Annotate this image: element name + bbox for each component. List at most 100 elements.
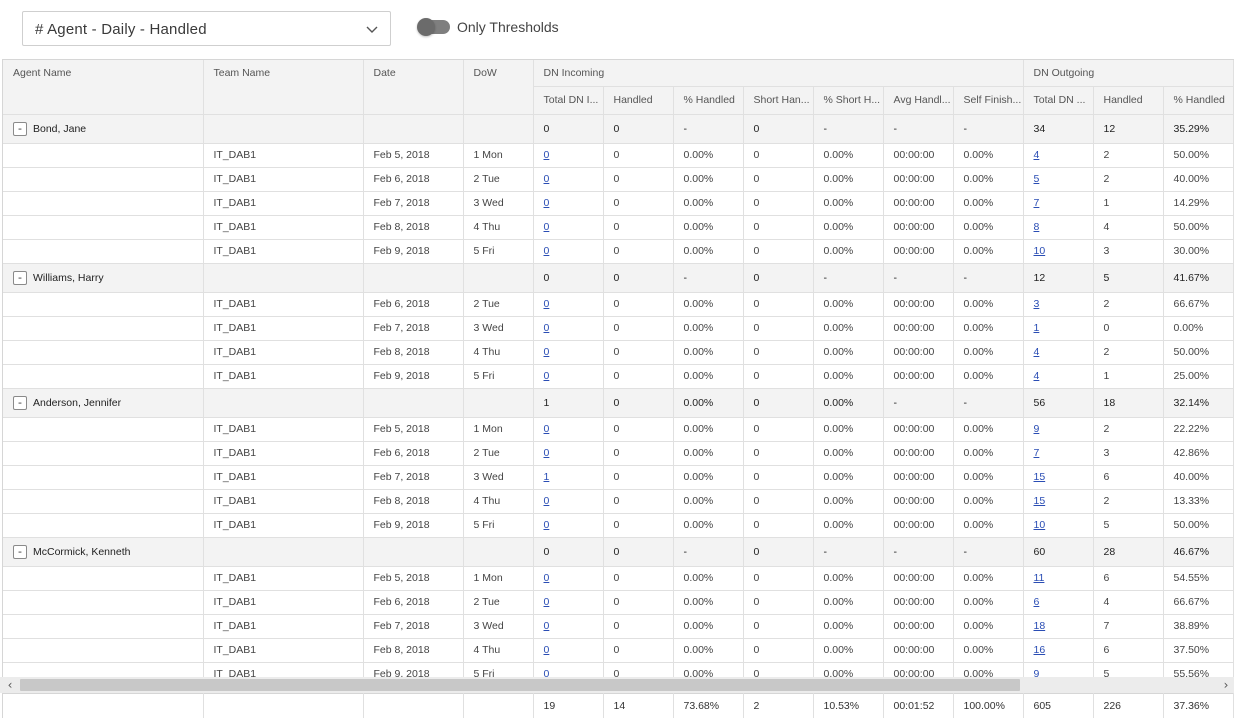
- drilldown-link[interactable]: 0: [543, 245, 550, 257]
- row-blank-cell: [3, 614, 204, 639]
- table-cell: 0.00%: [813, 215, 884, 240]
- drilldown-link[interactable]: 0: [543, 346, 550, 358]
- table-cell: 0.00%: [953, 441, 1024, 466]
- drilldown-link[interactable]: 1: [1033, 322, 1040, 334]
- collapse-group-button[interactable]: -: [13, 395, 27, 410]
- drilldown-link[interactable]: 16: [1033, 644, 1046, 656]
- agent-group-row[interactable]: - McCormick, Kenneth 0 0-0- - -60 28 46.67%: [3, 537, 1234, 567]
- drilldown-link[interactable]: 0: [543, 620, 550, 632]
- col-header-dow[interactable]: DoW: [463, 60, 534, 115]
- row-blank-cell: [3, 417, 204, 442]
- table-cell: 00:00:00: [883, 364, 954, 389]
- report-grid[interactable]: Agent Name Team Name Date DoW DN Incomin…: [2, 59, 1234, 677]
- col-header-team-name[interactable]: Team Name: [203, 60, 364, 115]
- scrollbar-thumb[interactable]: [20, 679, 1020, 691]
- table-row: IT_DAB1 Feb 8, 2018 4 Thu 0 0 0.00% 0 0.00% 00:0…: [3, 340, 1234, 365]
- drilldown-link[interactable]: 0: [543, 644, 550, 656]
- drilldown-link[interactable]: 7: [1033, 197, 1040, 209]
- agent-group-row[interactable]: - Bond, Jane 0 0-0- - -34 12 35.29%: [3, 114, 1234, 144]
- col-header-in-short-handled[interactable]: Short Han...: [743, 86, 814, 115]
- drilldown-link[interactable]: 0: [543, 221, 550, 233]
- drilldown-link[interactable]: 0: [543, 596, 550, 608]
- only-thresholds-toggle[interactable]: [417, 18, 450, 36]
- table-cell: 0.00%: [673, 191, 744, 216]
- collapse-group-button[interactable]: -: [13, 121, 27, 136]
- table-cell: 55.56%: [1163, 662, 1234, 677]
- table-cell: 00:00:00: [883, 239, 954, 264]
- table-cell: IT_DAB1: [203, 513, 364, 538]
- drilldown-link[interactable]: 10: [1033, 245, 1046, 257]
- table-cell: 0.00%: [953, 167, 1024, 192]
- drilldown-link[interactable]: 3: [1033, 298, 1040, 310]
- agent-group-row[interactable]: - Williams, Harry 0 0-0- - -12 5 41.67%: [3, 263, 1234, 293]
- table-cell: 0: [603, 364, 674, 389]
- table-cell: 0.00%: [953, 662, 1024, 677]
- group-blank-cell: [363, 388, 464, 418]
- table-cell: 1: [1093, 364, 1164, 389]
- col-header-in-self-finish[interactable]: Self Finish...: [953, 86, 1024, 115]
- drilldown-link[interactable]: 15: [1033, 495, 1046, 507]
- scroll-left-arrow-icon[interactable]: ‹: [7, 678, 13, 692]
- collapse-group-button[interactable]: -: [13, 544, 27, 559]
- drilldown-link[interactable]: 4: [1033, 370, 1040, 382]
- table-cell: 0.00%: [1163, 316, 1234, 341]
- drilldown-link[interactable]: 0: [543, 298, 550, 310]
- col-header-in-pct-short[interactable]: % Short H...: [813, 86, 884, 115]
- drilldown-link[interactable]: 0: [543, 519, 550, 531]
- drilldown-link[interactable]: 15: [1033, 471, 1046, 483]
- table-cell: 00:00:00: [883, 465, 954, 490]
- drilldown-link[interactable]: 0: [543, 173, 550, 185]
- table-cell: 00:00:00: [883, 215, 954, 240]
- group-summary-cell: 34: [1023, 114, 1094, 144]
- drilldown-link[interactable]: 4: [1033, 346, 1040, 358]
- drilldown-link[interactable]: 0: [543, 495, 550, 507]
- table-cell: 0: [743, 662, 814, 677]
- agent-group-row[interactable]: - Anderson, Jennifer 1 0 0.00% 0 0.00% - -56 18 32…: [3, 388, 1234, 418]
- col-header-out-total[interactable]: Total DN ...: [1023, 86, 1094, 115]
- drilldown-link[interactable]: 10: [1033, 519, 1046, 531]
- drilldown-link[interactable]: 18: [1033, 620, 1046, 632]
- drilldown-link[interactable]: 4: [1033, 149, 1040, 161]
- drilldown-link[interactable]: 6: [1033, 596, 1040, 608]
- collapse-group-button[interactable]: -: [13, 270, 27, 285]
- drilldown-link[interactable]: 9: [1033, 423, 1040, 435]
- drilldown-link[interactable]: 0: [543, 370, 550, 382]
- col-header-in-avg-handle[interactable]: Avg Handl...: [883, 86, 954, 115]
- col-header-in-handled[interactable]: Handled: [603, 86, 674, 115]
- col-header-out-handled[interactable]: Handled: [1093, 86, 1164, 115]
- table-cell: 0.00%: [953, 465, 1024, 490]
- drilldown-link[interactable]: 0: [543, 572, 550, 584]
- drilldown-link[interactable]: 0: [543, 322, 550, 334]
- col-header-agent-name[interactable]: Agent Name: [3, 60, 204, 115]
- drilldown-link[interactable]: 0: [543, 149, 550, 161]
- drilldown-link[interactable]: 5: [1033, 173, 1040, 185]
- drilldown-link[interactable]: 11: [1033, 572, 1045, 584]
- drilldown-link[interactable]: 8: [1033, 221, 1040, 233]
- col-header-in-pct-handled[interactable]: % Handled: [673, 86, 744, 115]
- table-cell: IT_DAB1: [203, 590, 364, 615]
- scroll-right-arrow-icon[interactable]: ›: [1223, 678, 1229, 692]
- col-header-out-pct-handled[interactable]: % Handled: [1163, 86, 1234, 115]
- row-blank-cell: [3, 489, 204, 514]
- horizontal-scrollbar[interactable]: ‹ ›: [0, 677, 1234, 693]
- table-cell: IT_DAB1: [203, 143, 364, 168]
- drilldown-link[interactable]: 0: [543, 447, 550, 459]
- row-blank-cell: [3, 513, 204, 538]
- col-header-date[interactable]: Date: [363, 60, 464, 115]
- group-blank-cell: [463, 388, 534, 418]
- drilldown-link[interactable]: 1: [543, 471, 550, 483]
- table-cell: 0: [743, 566, 814, 591]
- table-cell: 0: [603, 638, 674, 663]
- drilldown-link[interactable]: 9: [1033, 668, 1040, 677]
- col-header-in-total[interactable]: Total DN I...: [533, 86, 604, 115]
- drilldown-link[interactable]: 7: [1033, 447, 1040, 459]
- drilldown-cell: 9: [1023, 417, 1094, 442]
- group-summary-cell: -: [953, 114, 1024, 144]
- group-summary-cell: -: [883, 537, 954, 567]
- table-cell: 0.00%: [953, 292, 1024, 317]
- report-select-dropdown[interactable]: # Agent - Daily - Handled: [22, 11, 391, 46]
- drilldown-link[interactable]: 0: [543, 423, 550, 435]
- drilldown-link[interactable]: 0: [543, 197, 550, 209]
- table-cell: 0: [743, 513, 814, 538]
- drilldown-link[interactable]: 0: [543, 668, 550, 677]
